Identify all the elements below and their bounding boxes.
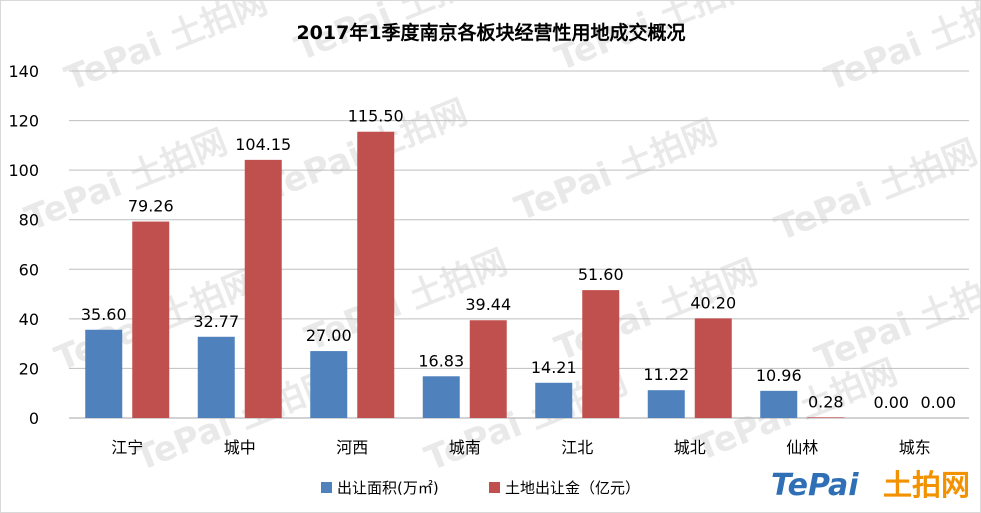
bar-revenue bbox=[469, 320, 507, 418]
x-axis: 江宁 城中 河西 城南 江北 城北 仙林 城东 bbox=[111, 438, 931, 457]
data-label: 0.00 bbox=[920, 393, 956, 412]
bars bbox=[85, 131, 845, 418]
data-label: 11.22 bbox=[643, 365, 689, 384]
data-label: 0.28 bbox=[808, 392, 844, 411]
bar-revenue bbox=[694, 318, 732, 418]
watermark-mark: TePai 土拍网 bbox=[819, 1, 980, 99]
y-tick-label: 60 bbox=[19, 260, 39, 279]
data-label: 39.44 bbox=[465, 295, 511, 314]
data-label: 0.00 bbox=[873, 393, 909, 412]
legend-label: 出让面积(万㎡) bbox=[337, 479, 439, 497]
y-tick-label: 0 bbox=[29, 409, 39, 428]
data-label: 16.83 bbox=[418, 351, 464, 370]
data-label: 51.60 bbox=[578, 265, 624, 284]
x-tick-label: 城中 bbox=[224, 438, 256, 457]
bar-area bbox=[310, 351, 348, 418]
bar-area bbox=[760, 390, 798, 418]
data-labels: 35.60 79.26 32.77 104.15 27.00 115.50 16.83 39.… bbox=[81, 107, 956, 412]
legend-swatch bbox=[489, 482, 500, 493]
y-tick-label: 20 bbox=[19, 359, 39, 378]
x-tick-label: 城南 bbox=[449, 438, 481, 457]
data-label: 14.21 bbox=[531, 358, 577, 377]
data-label: 79.26 bbox=[128, 197, 174, 216]
x-tick-label: 城东 bbox=[899, 438, 931, 457]
y-axis: 0 20 40 60 80 100 120 140 bbox=[8, 62, 39, 428]
bar-area bbox=[422, 376, 460, 418]
y-tick-label: 140 bbox=[8, 62, 39, 81]
watermark-mark: TePai 土拍网 bbox=[809, 262, 980, 379]
legend-label: 土地出让金（亿元） bbox=[505, 479, 640, 497]
bar-revenue bbox=[132, 221, 170, 418]
y-tick-label: 40 bbox=[19, 310, 39, 329]
data-label: 104.15 bbox=[235, 135, 291, 154]
x-tick-label: 河西 bbox=[336, 438, 368, 457]
data-label: 10.96 bbox=[756, 366, 802, 385]
legend-swatch bbox=[321, 482, 332, 493]
chart-title: 2017年1季度南京各板块经营性用地成交概况 bbox=[296, 21, 685, 44]
bar-area bbox=[535, 382, 573, 418]
logo-cn: 土拍网 bbox=[883, 468, 970, 502]
bar-area bbox=[85, 329, 123, 418]
watermark-mark: TePai 土拍网 bbox=[59, 1, 273, 99]
data-label: 32.77 bbox=[193, 312, 239, 331]
logo-brand: TePai bbox=[771, 468, 859, 503]
bar-revenue bbox=[357, 131, 395, 418]
bar-revenue bbox=[582, 290, 620, 418]
x-tick-label: 江宁 bbox=[111, 438, 143, 457]
data-label: 40.20 bbox=[690, 293, 736, 312]
watermark-mark: TePai 土拍网 bbox=[769, 132, 980, 249]
data-label: 115.50 bbox=[348, 107, 404, 126]
data-label: 27.00 bbox=[306, 326, 352, 345]
y-tick-label: 100 bbox=[8, 161, 39, 180]
x-tick-label: 城北 bbox=[674, 438, 706, 457]
bar-revenue bbox=[244, 159, 282, 418]
watermark-mark: TePai 土拍网 bbox=[19, 122, 233, 239]
bar-area bbox=[197, 336, 235, 418]
x-tick-label: 江北 bbox=[561, 438, 593, 457]
bar-revenue bbox=[807, 417, 845, 418]
y-tick-label: 80 bbox=[19, 211, 39, 230]
tepai-logo: TePai 土拍网 bbox=[771, 468, 970, 503]
x-tick-label: 仙林 bbox=[786, 438, 818, 457]
watermark-mark: TePai 土拍网 bbox=[509, 112, 723, 229]
bar-area bbox=[647, 390, 685, 418]
data-label: 35.60 bbox=[81, 305, 127, 324]
y-tick-label: 120 bbox=[8, 112, 39, 131]
legend: 出让面积(万㎡) 土地出让金（亿元） bbox=[321, 479, 640, 497]
